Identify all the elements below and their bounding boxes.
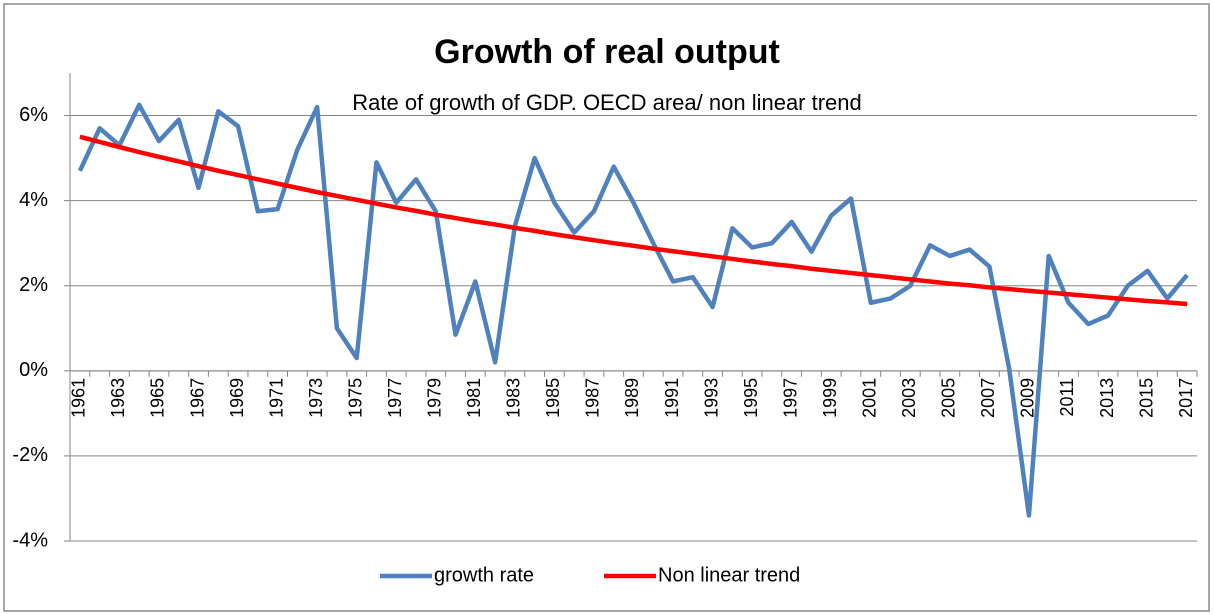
x-tick-label: 2007: [978, 378, 998, 418]
y-tick-label: 2%: [19, 274, 48, 296]
x-tick-label: 2015: [1136, 378, 1156, 418]
x-tick-label: 1995: [741, 378, 761, 418]
x-tick-label: 2005: [939, 378, 959, 418]
x-tick-label: 1965: [148, 378, 168, 418]
x-tick-label: 1999: [820, 378, 840, 418]
x-tick-label: 1977: [385, 378, 405, 418]
chart-title: Growth of real output: [434, 33, 780, 71]
legend-label: Non linear trend: [658, 564, 800, 586]
x-tick-label: 2013: [1097, 378, 1117, 418]
x-tick-label: 1981: [464, 378, 484, 418]
y-tick-label: 0%: [19, 359, 48, 381]
x-tick-label: 1969: [227, 378, 247, 418]
x-tick-label: 2003: [899, 378, 919, 418]
legend-label: growth rate: [434, 564, 534, 586]
chart-border: [3, 3, 1210, 612]
x-tick-label: 1961: [69, 378, 89, 418]
x-tick-label: 1973: [306, 378, 326, 418]
x-tick-label: 1997: [780, 378, 800, 418]
x-tick-label: 1971: [266, 378, 286, 418]
x-tick-label: 1963: [108, 378, 128, 418]
x-tick-label: 2011: [1057, 378, 1077, 417]
y-tick-label: -2%: [12, 444, 48, 466]
chart-subtitle: Rate of growth of GDP. OECD area/ non li…: [352, 90, 862, 115]
x-tick-label: 1989: [622, 378, 642, 418]
y-tick-label: 6%: [19, 104, 48, 126]
x-tick-label: 1979: [425, 378, 445, 418]
y-tick-label: -4%: [12, 529, 48, 551]
x-tick-label: 1975: [345, 378, 365, 418]
x-tick-label: 1967: [187, 378, 207, 418]
x-tick-label: 1987: [583, 378, 603, 418]
x-tick-label: 1985: [543, 378, 563, 418]
x-tick-label: 2009: [1018, 378, 1038, 418]
series-line: [79, 134, 1188, 307]
series-line: [77, 102, 1189, 518]
y-tick-label: 4%: [19, 189, 48, 211]
x-tick-label: 2017: [1176, 378, 1196, 418]
x-tick-label: 1991: [662, 378, 682, 418]
x-tick-label: 1993: [701, 378, 721, 418]
x-tick-label: 1983: [504, 378, 524, 418]
x-tick-label: 2001: [860, 378, 880, 418]
